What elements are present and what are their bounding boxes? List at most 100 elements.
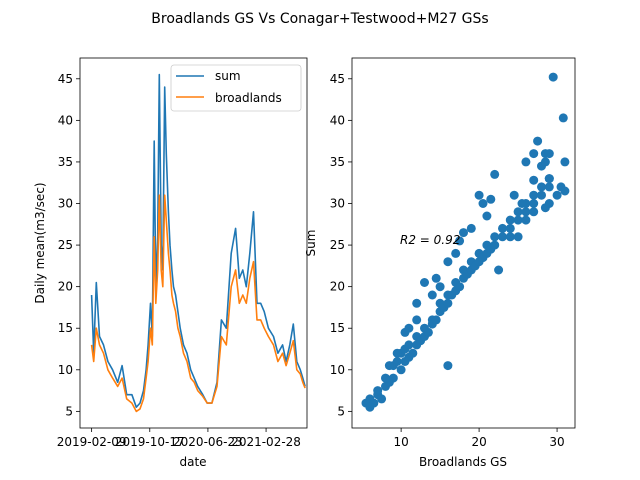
scatter-point bbox=[521, 157, 531, 167]
scatter-point bbox=[404, 323, 414, 333]
scatter-point bbox=[505, 232, 515, 242]
scatter-point bbox=[490, 240, 500, 250]
scatter-point bbox=[381, 373, 390, 383]
scatter-point bbox=[451, 248, 461, 258]
scatter-point bbox=[498, 223, 507, 233]
scatter-point bbox=[392, 357, 402, 366]
scatter-point bbox=[490, 232, 500, 242]
y-tick-label: 35 bbox=[58, 155, 73, 169]
scatter-point bbox=[384, 361, 394, 371]
y-tick-label: 15 bbox=[58, 321, 73, 335]
scatter-point bbox=[404, 340, 414, 350]
scatter-point bbox=[490, 169, 500, 179]
line-chart-y-ticks: 5 10 15 20 25 30 35 40 45 bbox=[58, 72, 80, 418]
scatter-point bbox=[548, 72, 558, 82]
scatter-point bbox=[443, 298, 453, 308]
scatter-point bbox=[365, 402, 375, 412]
scatter-point bbox=[494, 265, 504, 275]
scatter-point bbox=[427, 290, 437, 300]
y-tick-label: 20 bbox=[330, 280, 345, 294]
y-tick-label: 20 bbox=[58, 280, 73, 294]
line-chart-frame bbox=[79, 57, 308, 429]
x-tick-label: 2019-10-17 bbox=[115, 435, 185, 449]
scatter-point bbox=[443, 257, 453, 267]
scatter-point bbox=[544, 149, 554, 159]
y-tick-label: 30 bbox=[58, 197, 73, 211]
x-tick-label: 30 bbox=[549, 435, 564, 449]
scatter-point bbox=[388, 373, 398, 383]
scatter-chart-x-ticks: 10 20 30 bbox=[393, 428, 565, 449]
y-tick-label: 45 bbox=[58, 72, 73, 86]
x-tick-label: 10 bbox=[393, 435, 408, 449]
scatter-point bbox=[513, 232, 523, 242]
x-tick-label: 2019-02-09 bbox=[57, 435, 127, 449]
scatter-point bbox=[540, 203, 550, 213]
scatter-point bbox=[373, 386, 383, 396]
scatter-point bbox=[537, 182, 546, 192]
scatter-point bbox=[431, 273, 441, 283]
line-chart-legend: sum broadlands bbox=[170, 64, 302, 112]
scatter-point bbox=[533, 136, 543, 146]
line-chart-plot-area bbox=[90, 73, 306, 413]
y-tick-label: 25 bbox=[330, 238, 345, 252]
y-tick-label: 10 bbox=[330, 363, 345, 377]
scatter-points-group bbox=[361, 72, 570, 412]
scatter-point bbox=[377, 394, 387, 404]
scatter-point bbox=[408, 348, 418, 358]
scatter-point bbox=[552, 190, 562, 200]
scatter-point bbox=[482, 211, 492, 221]
scatter-point bbox=[517, 199, 527, 208]
scatter-point bbox=[498, 232, 507, 242]
scatter-point bbox=[431, 315, 441, 325]
y-tick-label: 15 bbox=[330, 321, 345, 335]
scatter-point bbox=[443, 361, 453, 371]
series-line-sum bbox=[90, 73, 306, 409]
line-chart-xlabel: date bbox=[179, 455, 206, 469]
scatter-point bbox=[412, 298, 422, 308]
scatter-chart-y-ticks: 5 10 15 20 25 30 35 40 45 bbox=[330, 72, 352, 418]
scatter-point bbox=[521, 215, 531, 225]
scatter-point bbox=[521, 207, 531, 217]
figure-suptitle: Broadlands GS Vs Conagar+Testwood+M27 GS… bbox=[151, 11, 488, 27]
scatter-point bbox=[474, 190, 484, 200]
scatter-point bbox=[560, 186, 570, 196]
scatter-point bbox=[459, 228, 468, 238]
scatter-point bbox=[529, 175, 539, 185]
scatter-point bbox=[529, 199, 539, 208]
y-tick-label: 5 bbox=[337, 404, 345, 418]
scatter-point bbox=[423, 327, 433, 337]
scatter-point bbox=[455, 236, 465, 246]
scatter-point bbox=[455, 282, 465, 292]
scatter-point bbox=[537, 190, 546, 200]
scatter-point bbox=[466, 223, 476, 233]
y-tick-label: 40 bbox=[330, 113, 345, 127]
scatter-point bbox=[412, 315, 422, 325]
scatter-point bbox=[560, 157, 570, 167]
scatter-chart-ylabel: Sum bbox=[304, 230, 318, 257]
scatter-point bbox=[558, 113, 568, 123]
legend-label-broadlands: broadlands bbox=[215, 91, 282, 105]
scatter-point bbox=[486, 194, 496, 204]
x-tick-label: 2021-02-28 bbox=[231, 435, 301, 449]
scatter-point bbox=[392, 348, 402, 358]
scatter-point bbox=[540, 157, 550, 167]
y-tick-label: 25 bbox=[58, 238, 73, 252]
scatter-chart-xlabel: Broadlands GS bbox=[419, 455, 507, 469]
legend-label-sum: sum bbox=[215, 69, 241, 83]
scatter-point bbox=[513, 215, 523, 225]
scatter-point bbox=[529, 190, 539, 200]
scatter-point bbox=[529, 149, 539, 159]
scatter-point bbox=[505, 215, 515, 225]
scatter-point bbox=[420, 278, 429, 287]
scatter-point bbox=[505, 223, 515, 233]
y-tick-label: 10 bbox=[58, 363, 73, 377]
scatter-point bbox=[529, 207, 539, 217]
scatter-point bbox=[396, 365, 406, 375]
scatter-point bbox=[435, 282, 445, 292]
scatter-chart-frame bbox=[351, 57, 576, 429]
x-tick-label: 20 bbox=[471, 435, 486, 449]
scatter-point bbox=[509, 190, 519, 200]
